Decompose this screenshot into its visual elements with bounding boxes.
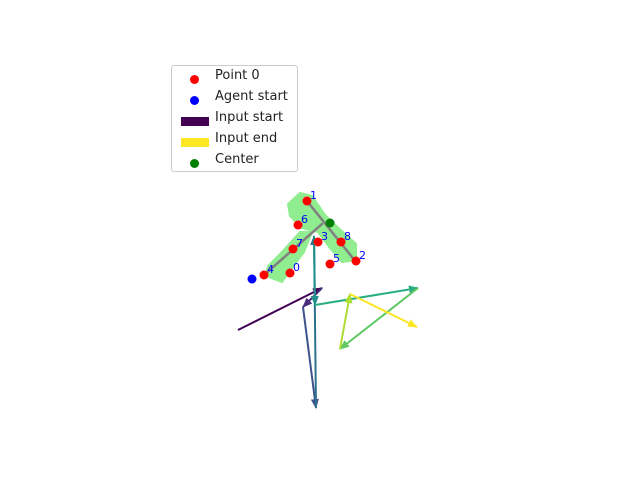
center-point	[325, 218, 335, 228]
agent-start-point	[247, 274, 257, 284]
point-4	[259, 270, 269, 280]
point-label-2: 2	[359, 249, 366, 262]
legend-label: Input start	[215, 110, 284, 125]
legend-item-agent-start: Agent start	[172, 88, 299, 108]
point-label-1: 1	[310, 189, 317, 202]
input-path-segment-4	[310, 235, 319, 306]
input-path-segment-2	[302, 306, 319, 409]
input-path-segment-7	[339, 293, 353, 350]
input-end-swatch	[181, 138, 209, 147]
point-3	[313, 237, 323, 247]
point-label-4: 4	[267, 263, 274, 276]
input-path-segment-8	[349, 293, 418, 328]
point-1	[302, 196, 312, 206]
point-8	[336, 237, 346, 247]
points-layer	[247, 196, 361, 284]
agent-start-swatch	[190, 96, 199, 105]
legend-label: Input end	[215, 131, 278, 146]
point-label-6: 6	[301, 213, 308, 226]
skeleton-segment-0	[305, 199, 358, 264]
point-label-5: 5	[333, 252, 340, 265]
legend-item-point-0: Point 0	[172, 67, 299, 87]
point-label-0: 0	[293, 261, 300, 274]
legend-label: Center	[215, 152, 259, 167]
legend-label: Point 0	[215, 68, 260, 83]
input-path-segment-5	[314, 285, 419, 306]
center-swatch	[190, 159, 199, 168]
point-label-8: 8	[344, 230, 351, 243]
point-5	[325, 259, 335, 269]
point-0-swatch	[190, 75, 199, 84]
legend-item-input-end: Input end	[172, 130, 299, 150]
legend-item-center: Center	[172, 151, 299, 171]
point-6	[293, 220, 303, 230]
point-label-7: 7	[296, 237, 303, 250]
input-path-segment-0	[237, 287, 323, 331]
point-2	[351, 256, 361, 266]
point-label-3: 3	[321, 230, 328, 243]
point-labels-layer: 0 1 2 3 4 5 6 7 8	[267, 189, 366, 276]
input-start-swatch	[181, 117, 209, 126]
legend: Point 0 Agent start Input start Input en…	[171, 65, 298, 172]
point-7	[288, 244, 298, 254]
legend-label: Agent start	[215, 89, 288, 104]
point-0	[285, 268, 295, 278]
input-path-segment-6	[339, 287, 419, 350]
input-path-layer	[237, 235, 419, 409]
legend-item-input-start: Input start	[172, 109, 299, 129]
